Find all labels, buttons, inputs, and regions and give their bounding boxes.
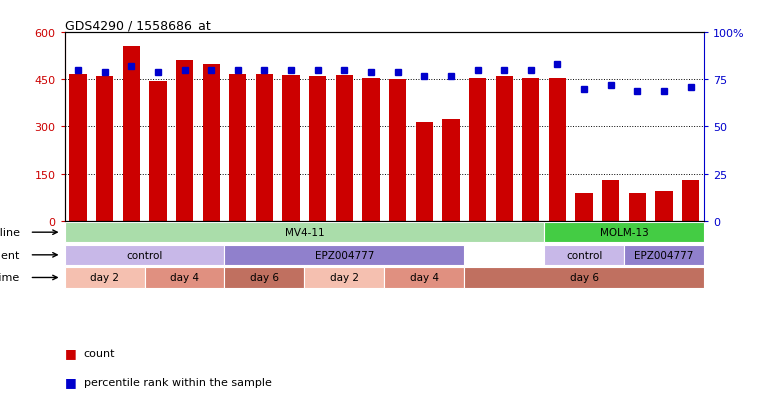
Bar	[575, 193, 593, 221]
Bar	[309, 76, 326, 221]
Text: control: control	[566, 250, 602, 260]
Bar	[389, 79, 406, 221]
Bar	[229, 74, 247, 221]
Bar	[145, 268, 224, 288]
Text: day 4: day 4	[409, 273, 439, 283]
Text: day 6: day 6	[569, 273, 599, 283]
Bar	[682, 180, 699, 221]
Bar	[384, 268, 464, 288]
Text: cell line: cell line	[0, 228, 20, 237]
Bar	[624, 245, 704, 266]
Text: control: control	[126, 250, 163, 260]
Bar	[202, 64, 220, 221]
Text: agent: agent	[0, 250, 20, 260]
Text: EPZ004777: EPZ004777	[314, 250, 374, 260]
Text: day 6: day 6	[250, 273, 279, 283]
Text: time: time	[0, 273, 20, 283]
Bar	[655, 192, 673, 221]
Text: day 2: day 2	[90, 273, 119, 283]
Text: MV4-11: MV4-11	[285, 228, 324, 237]
Bar	[544, 245, 624, 266]
Text: day 2: day 2	[330, 273, 359, 283]
Bar	[362, 78, 380, 221]
Bar	[336, 76, 353, 221]
Text: ■: ■	[65, 347, 76, 360]
Bar	[549, 78, 566, 221]
Bar	[65, 245, 224, 266]
Bar	[544, 223, 704, 243]
Bar	[69, 74, 87, 221]
Text: percentile rank within the sample: percentile rank within the sample	[84, 377, 272, 387]
Bar	[224, 268, 304, 288]
Text: EPZ004777: EPZ004777	[634, 250, 694, 260]
Bar	[282, 76, 300, 221]
Bar	[416, 123, 433, 221]
Bar	[522, 78, 540, 221]
Bar	[256, 74, 273, 221]
Bar	[224, 245, 464, 266]
Bar	[149, 82, 167, 221]
Text: day 4: day 4	[170, 273, 199, 283]
Bar	[495, 76, 513, 221]
Bar	[176, 61, 193, 221]
Bar	[442, 119, 460, 221]
Text: ■: ■	[65, 375, 76, 389]
Bar	[469, 79, 486, 221]
Bar	[602, 180, 619, 221]
Bar	[629, 193, 646, 221]
Text: count: count	[84, 348, 115, 358]
Bar	[65, 268, 145, 288]
Bar	[464, 268, 704, 288]
Text: GDS4290 / 1558686_at: GDS4290 / 1558686_at	[65, 19, 211, 32]
Bar	[304, 268, 384, 288]
Text: MOLM-13: MOLM-13	[600, 228, 648, 237]
Bar	[65, 223, 544, 243]
Bar	[123, 47, 140, 221]
Bar	[96, 76, 113, 221]
